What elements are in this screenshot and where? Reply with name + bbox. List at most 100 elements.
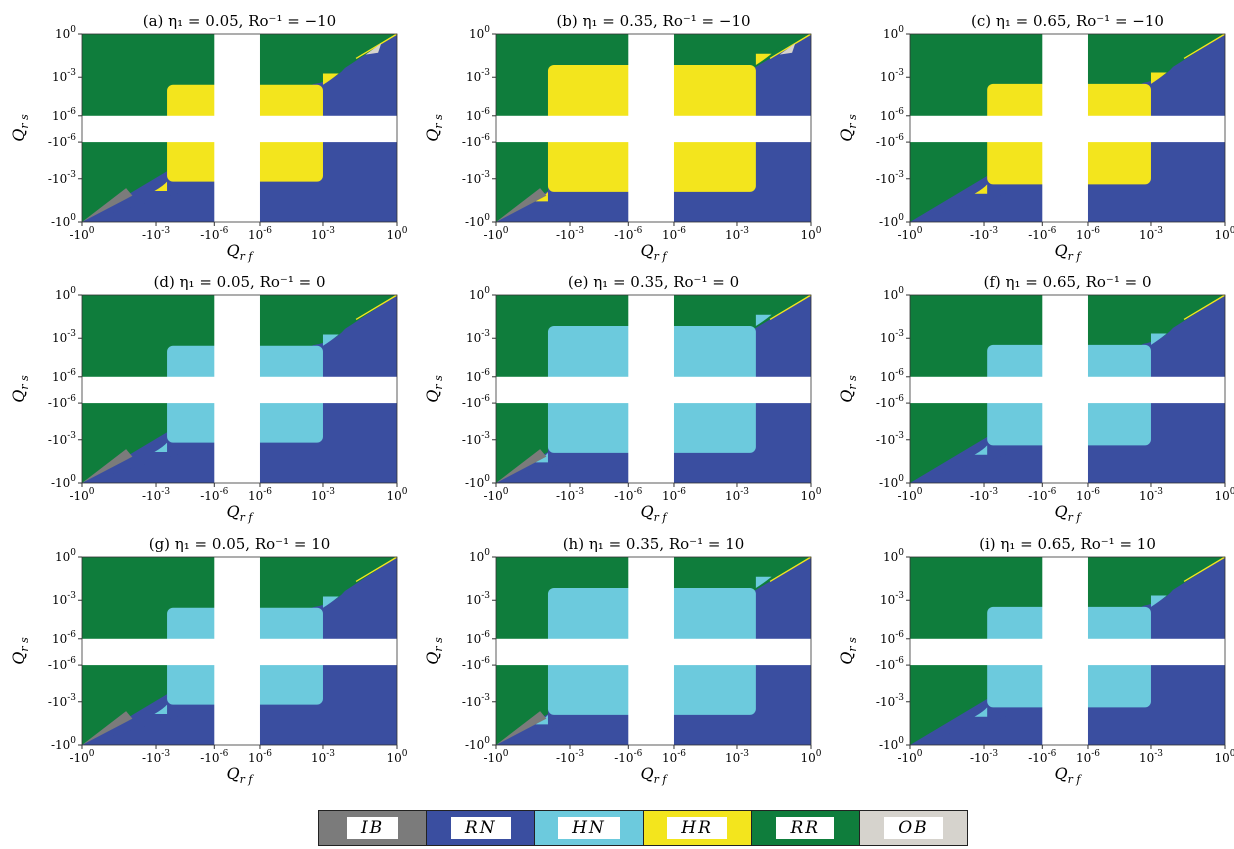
region-rn-bottom-left [82,435,215,483]
panel-frame [909,556,1226,746]
y-tick-label: -10-3 [48,693,76,709]
x-tick-label: -100 [897,487,922,503]
x-tick-label: -10-3 [142,749,170,765]
x-tick-label: -10-6 [200,226,228,242]
y-axis-label: Qr s [423,114,445,142]
y-axis-label: Qr s [9,114,31,142]
region-rr-top-right [259,34,397,85]
legend-label: OB [884,817,943,839]
region-middle-shoulder-high [755,53,772,66]
panel-title: (a) η₁ = 0.05, Ro⁻¹ = −10 [143,12,336,30]
x-axis-label: Qr f [1055,764,1083,786]
gap-horizontal [496,115,811,143]
x-tick-label: 10-3 [311,226,335,242]
x-tick-label: 100 [386,749,407,765]
x-tick-label: -100 [483,749,508,765]
x-tick-label: 10-3 [311,749,335,765]
y-tick-label: -10-6 [876,394,904,410]
region-rn-bottom-left [910,176,1043,222]
x-axis-label: Qr f [227,502,255,524]
region-middle-shoulder-high [755,576,772,589]
y-tick-label: -10-3 [876,431,904,447]
panel-title: (c) η₁ = 0.65, Ro⁻¹ = −10 [971,12,1164,30]
region-middle-shoulder-low [535,191,548,202]
y-tick-label: 10-6 [52,368,76,384]
y-axis-label: Qr s [423,375,445,403]
boundary-line [1183,556,1226,583]
gap-horizontal [910,638,1225,666]
x-tick-label: -10-6 [614,487,642,503]
x-tick-label: 10-6 [1076,226,1100,242]
x-tick-label: 10-6 [248,226,272,242]
x-tick-label: -10-3 [142,487,170,503]
panel-title: (b) η₁ = 0.35, Ro⁻¹ = −10 [556,12,750,30]
y-tick-label: 10-6 [52,630,76,646]
x-tick-label: 10-6 [662,226,686,242]
panel-f: (f) η₁ = 0.65, Ro⁻¹ = 0 -100 -10-3 -10-6 10-… [837,273,1234,524]
x-tick-label: 10-3 [1139,749,1163,765]
region-rr-top-right [1087,34,1225,84]
x-tick-label: -10-3 [556,226,584,242]
legend-label: HR [667,817,727,839]
panel-e: (e) η₁ = 0.35, Ro⁻¹ = 0 -100 -10-3 -10-6 10-… [423,273,822,524]
y-tick-label: -10-3 [462,170,490,186]
region-middle-shoulder-low [535,452,548,463]
y-tick-label: -10-3 [48,431,76,447]
x-tick-label: 100 [386,226,407,242]
legend-label: RN [450,817,511,839]
y-tick-label: 100 [883,286,904,302]
boundary-line [1183,294,1226,321]
gap-horizontal [910,376,1225,404]
boundary-line [769,33,812,60]
x-tick-label: -10-3 [556,749,584,765]
region-middle-shoulder-low [154,442,168,452]
y-tick-label: -10-6 [462,394,490,410]
y-tick-label: -100 [465,736,490,752]
x-tick-label: 10-6 [662,749,686,765]
y-tick-label: 10-6 [880,368,904,384]
panel-g: (g) η₁ = 0.05, Ro⁻¹ = 10 -100 -10-3 -10-6 10… [9,535,408,786]
x-tick-label: 100 [1214,749,1234,765]
y-tick-label: -100 [879,474,904,490]
panel-frame [81,556,398,746]
region-rr-top-right [1087,295,1225,345]
y-tick-label: 100 [55,548,76,564]
y-tick-label: -100 [465,213,490,229]
y-axis-label: Qr s [837,637,859,665]
x-tick-label: 10-6 [248,749,272,765]
panel-title: (h) η₁ = 0.35, Ro⁻¹ = 10 [563,535,745,553]
x-tick-label: 10-3 [725,749,749,765]
x-tick-label: -10-6 [200,487,228,503]
y-axis-label: Qr s [9,637,31,665]
y-tick-label: -10-3 [462,431,490,447]
region-rr-top-right [259,295,397,346]
region-ib [496,711,547,745]
y-tick-label: -100 [51,213,76,229]
y-tick-label: 100 [883,25,904,41]
region-middle-shoulder-high [322,334,339,346]
legend: IB RN HN HR RR OB [318,810,968,846]
region-middle-shoulder-low [154,181,168,191]
y-tick-label: 100 [469,25,490,41]
boundary-line [355,294,398,321]
region-ib [82,449,133,483]
x-tick-label: -10-6 [200,749,228,765]
legend-swatch-rr: RR [751,811,860,845]
x-tick-label: -100 [483,226,508,242]
x-tick-label: 10-6 [1076,487,1100,503]
region-rr-top-right [673,557,811,589]
region-middle-shoulder-low [974,707,988,717]
y-tick-label: 10-6 [466,368,490,384]
x-tick-label: 100 [800,749,821,765]
y-axis-label: Qr s [423,637,445,665]
y-tick-label: -10-3 [462,693,490,709]
region-rr-top-right [673,34,811,66]
x-axis-label: Qr f [641,502,669,524]
y-tick-label: 10-6 [466,630,490,646]
gap-horizontal [82,376,397,404]
y-tick-label: -10-3 [876,170,904,186]
y-tick-label: -10-6 [48,133,76,149]
gap-horizontal [82,638,397,666]
region-rn-bottom-left [82,697,215,745]
